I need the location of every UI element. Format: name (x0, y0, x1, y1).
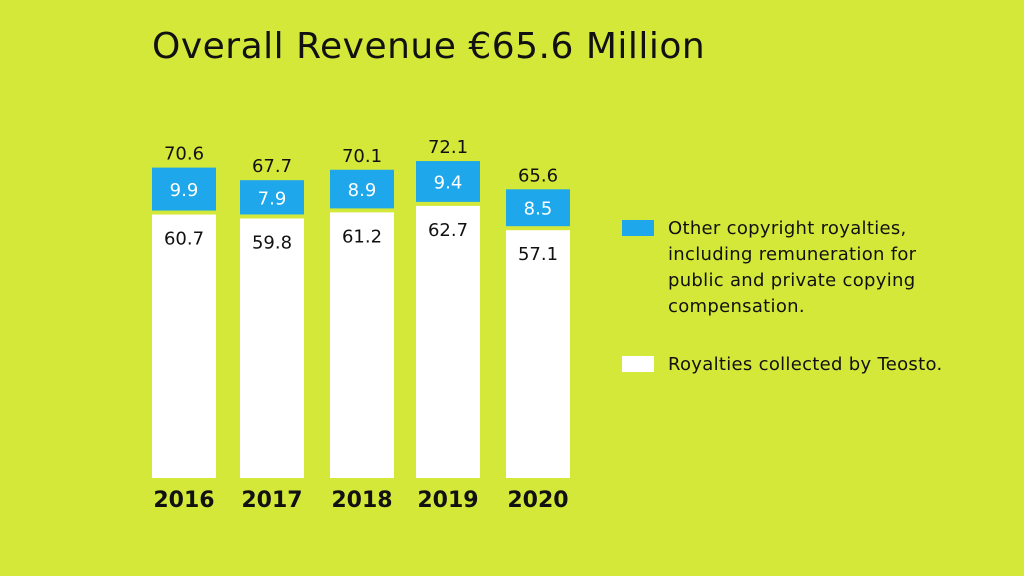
bar-segment-royalties-2020 (506, 230, 570, 478)
bar-segment-other-2019 (416, 161, 480, 202)
legend-item: Other copyright royalties, including remu… (622, 216, 916, 320)
data-label-other-2020: 8.5 (524, 199, 553, 220)
bar-segment-royalties-2019 (416, 205, 480, 478)
bar-segment-royalties-2017 (240, 218, 304, 478)
bar-segment-other-2018 (330, 169, 394, 209)
x-tick-label-2018: 2018 (331, 488, 392, 513)
chart-title: Overall Revenue €65.6 Million (152, 26, 706, 67)
data-label-other-2016: 9.9 (170, 180, 199, 201)
bar-segment-other-2020 (506, 189, 570, 227)
data-label-royalties-2019: 62.7 (428, 220, 468, 241)
data-label-other-2018: 8.9 (348, 180, 377, 201)
data-label-royalties-2017: 59.8 (252, 232, 292, 253)
data-label-other-2019: 9.4 (434, 172, 463, 193)
bar-segment-other-2016 (152, 167, 216, 211)
total-label-2016: 70.6 (164, 144, 204, 165)
total-label-2017: 67.7 (252, 156, 292, 177)
bar-segment-other-2017 (240, 180, 304, 215)
legend-label-line: Royalties collected by Teosto. (668, 354, 943, 375)
data-label-royalties-2020: 57.1 (518, 244, 558, 265)
legend-label-line: Other copyright royalties, (668, 218, 907, 239)
bar-segment-royalties-2016 (152, 214, 216, 478)
legend-label-line: including remuneration for (668, 244, 917, 265)
legend-label: Royalties collected by Teosto. (668, 352, 942, 378)
total-label-2020: 65.6 (518, 165, 558, 186)
data-label-other-2017: 7.9 (258, 188, 287, 209)
legend-swatch (622, 220, 654, 236)
bar-segment-royalties-2018 (330, 212, 394, 478)
data-label-royalties-2018: 61.2 (342, 226, 382, 247)
legend-item: Royalties collected by Teosto. (622, 352, 942, 378)
legend-label-line: compensation. (668, 296, 805, 317)
data-label-royalties-2016: 60.7 (164, 229, 204, 250)
total-label-2019: 72.1 (428, 137, 468, 158)
legend-label: Other copyright royalties, including remu… (668, 216, 916, 320)
x-tick-label-2020: 2020 (507, 488, 568, 513)
x-tick-label-2019: 2019 (417, 488, 478, 513)
legend-swatch (622, 356, 654, 372)
total-label-2018: 70.1 (342, 146, 382, 167)
x-tick-label-2016: 2016 (153, 488, 214, 513)
x-tick-label-2017: 2017 (241, 488, 302, 513)
legend-label-line: public and private copying (668, 270, 916, 291)
